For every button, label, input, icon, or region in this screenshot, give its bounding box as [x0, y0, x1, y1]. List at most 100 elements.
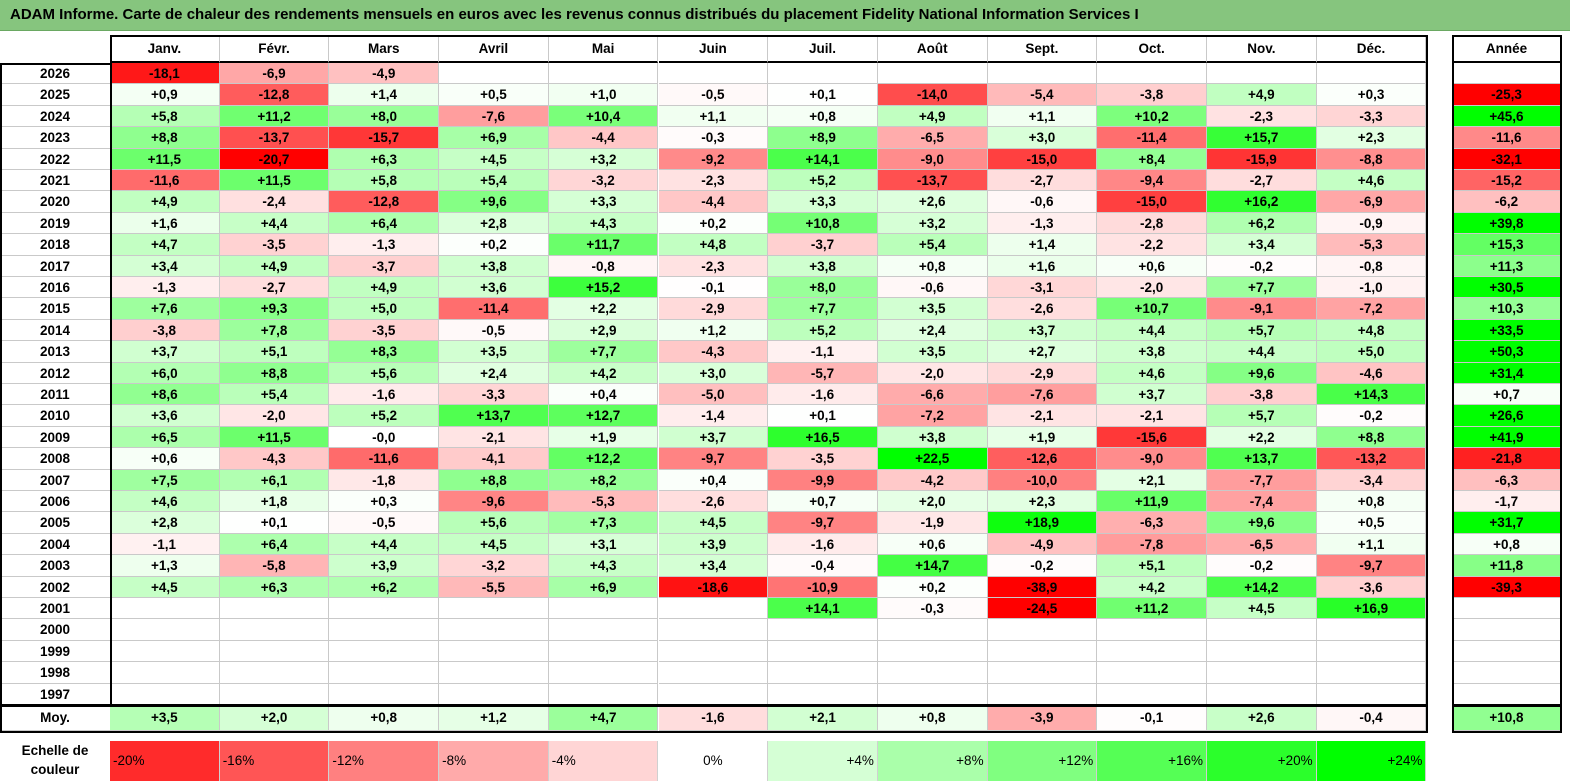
heatmap-cell: +3,3	[768, 191, 878, 213]
heatmap-cell: -9,2	[658, 148, 769, 170]
annual-cell: -39,3	[1452, 576, 1562, 598]
heatmap-cell: +2,4	[439, 362, 549, 384]
heatmap-cell: -10,9	[768, 576, 878, 598]
heatmap-cell: +16,9	[1316, 598, 1427, 620]
color-scale-cell: +12%	[987, 741, 1098, 781]
heatmap-cell: -2,0	[877, 362, 988, 384]
heatmap-cell: -5,5	[439, 576, 549, 598]
heatmap-cell: -0,1	[658, 277, 769, 299]
heatmap-cell: +13,7	[1207, 448, 1317, 470]
annual-cell: +45,6	[1452, 105, 1562, 128]
heatmap-cell: +15,7	[1207, 127, 1317, 149]
year-label: 2018	[0, 234, 110, 256]
heatmap-cell: -5,3	[1316, 234, 1427, 256]
heatmap-cell: -3,8	[1097, 84, 1207, 106]
heatmap-cell	[110, 598, 220, 620]
heatmap-cell	[548, 619, 659, 641]
annual-cell: -21,8	[1452, 448, 1562, 470]
heatmap-cell: -1,4	[658, 405, 769, 427]
heatmap-cell: +8,3	[329, 341, 440, 363]
heatmap-cell: +14,3	[1316, 384, 1427, 406]
heatmap-cell: -4,2	[877, 469, 988, 491]
year-label: 2007	[0, 469, 110, 491]
heatmap-cell: -1,6	[329, 384, 440, 406]
heatmap-cell: -38,9	[987, 576, 1098, 598]
heatmap-cell: -4,4	[548, 127, 659, 149]
heatmap-cell: -2,9	[987, 362, 1098, 384]
year-label: 2026	[0, 63, 110, 85]
heatmap-cell: +2,6	[877, 191, 988, 213]
heatmap-cell: -3,4	[1316, 469, 1427, 491]
heatmap-cell: +4,7	[110, 234, 220, 256]
heatmap-cell: +7,3	[548, 512, 659, 534]
year-label: 2006	[0, 491, 110, 513]
heatmap-cell: -13,2	[1316, 448, 1427, 470]
heatmap-cell: +6,9	[439, 127, 549, 149]
heatmap-cell	[1207, 683, 1317, 705]
heatmap-cell: +5,7	[1207, 405, 1317, 427]
month-header: Juil.	[768, 35, 878, 63]
year-label: 2023	[0, 127, 110, 149]
heatmap-cell: +3,7	[1097, 384, 1207, 406]
annual-cell: -1,7	[1452, 491, 1562, 513]
average-cell: +2,0	[219, 707, 330, 731]
heatmap-cell: +4,6	[1097, 362, 1207, 384]
heatmap-cell: +10,7	[1097, 298, 1207, 320]
color-scale-cell: +24%	[1316, 741, 1427, 781]
heatmap-cell: +2,1	[1097, 469, 1207, 491]
heatmap-cell: +0,6	[110, 448, 220, 470]
year-label: 2011	[0, 384, 110, 406]
heatmap-cell: +6,2	[329, 576, 440, 598]
annual-cell: +30,5	[1452, 277, 1562, 299]
heatmap-cell: +0,2	[877, 576, 988, 598]
heatmap-cell: -9,7	[768, 512, 878, 534]
annual-cell: +0,8	[1452, 533, 1562, 556]
heatmap-cell: +6,4	[219, 533, 330, 556]
heatmap-cell: -9,0	[877, 148, 988, 170]
heatmap-cell	[110, 619, 220, 641]
heatmap-cell: -11,6	[110, 170, 220, 192]
heatmap-cell: +2,2	[1207, 426, 1317, 449]
annual-cell: +39,8	[1452, 212, 1562, 235]
heatmap-cell: -1,1	[110, 533, 220, 556]
heatmap-cell: -1,6	[768, 384, 878, 406]
heatmap-cell: -0,8	[1316, 255, 1427, 277]
heatmap-cell: +3,6	[439, 277, 549, 299]
heatmap-cell: +4,4	[329, 533, 440, 556]
heatmap-cell: -0,2	[1207, 255, 1317, 277]
heatmap-cell: +8,8	[219, 362, 330, 384]
heatmap-cell: +5,8	[110, 105, 220, 128]
heatmap-cell: +0,1	[768, 405, 878, 427]
heatmap-cell: -11,6	[329, 448, 440, 470]
year-label: 2012	[0, 362, 110, 384]
average-cell: +0,8	[329, 707, 440, 731]
heatmap-cell: +1,6	[110, 212, 220, 235]
heatmap-cell	[877, 662, 988, 684]
heatmap-cell	[439, 619, 549, 641]
color-scale-cell: -4%	[548, 741, 659, 781]
heatmap-cell: +16,2	[1207, 191, 1317, 213]
annual-cell: +31,4	[1452, 362, 1562, 384]
heatmap-cell: +0,5	[439, 84, 549, 106]
heatmap-cell: -4,1	[439, 448, 549, 470]
average-cell: -0,1	[1097, 707, 1207, 731]
heatmap-cell	[1316, 619, 1427, 641]
average-cell: -0,4	[1316, 707, 1427, 731]
color-scale-cell: +8%	[877, 741, 988, 781]
month-header: Oct.	[1097, 35, 1207, 63]
heatmap-cell: -5,7	[768, 362, 878, 384]
heatmap-cell: +0,2	[658, 212, 769, 235]
heatmap-cell	[768, 63, 878, 85]
heatmap-cell: -7,8	[1097, 533, 1207, 556]
heatmap-cell: -13,7	[877, 170, 988, 192]
heatmap-cell: +2,8	[439, 212, 549, 235]
heatmap-cell: +13,7	[439, 405, 549, 427]
heatmap-cell: -4,3	[658, 341, 769, 363]
heatmap-cell: +12,7	[548, 405, 659, 427]
heatmap-cell	[1207, 619, 1317, 641]
heatmap-cell: +12,2	[548, 448, 659, 470]
color-scale-cell: +4%	[768, 741, 878, 781]
heatmap-cell: +5,0	[329, 298, 440, 320]
heatmap-cell: +5,8	[329, 170, 440, 192]
heatmap-cell: +8,4	[1097, 148, 1207, 170]
